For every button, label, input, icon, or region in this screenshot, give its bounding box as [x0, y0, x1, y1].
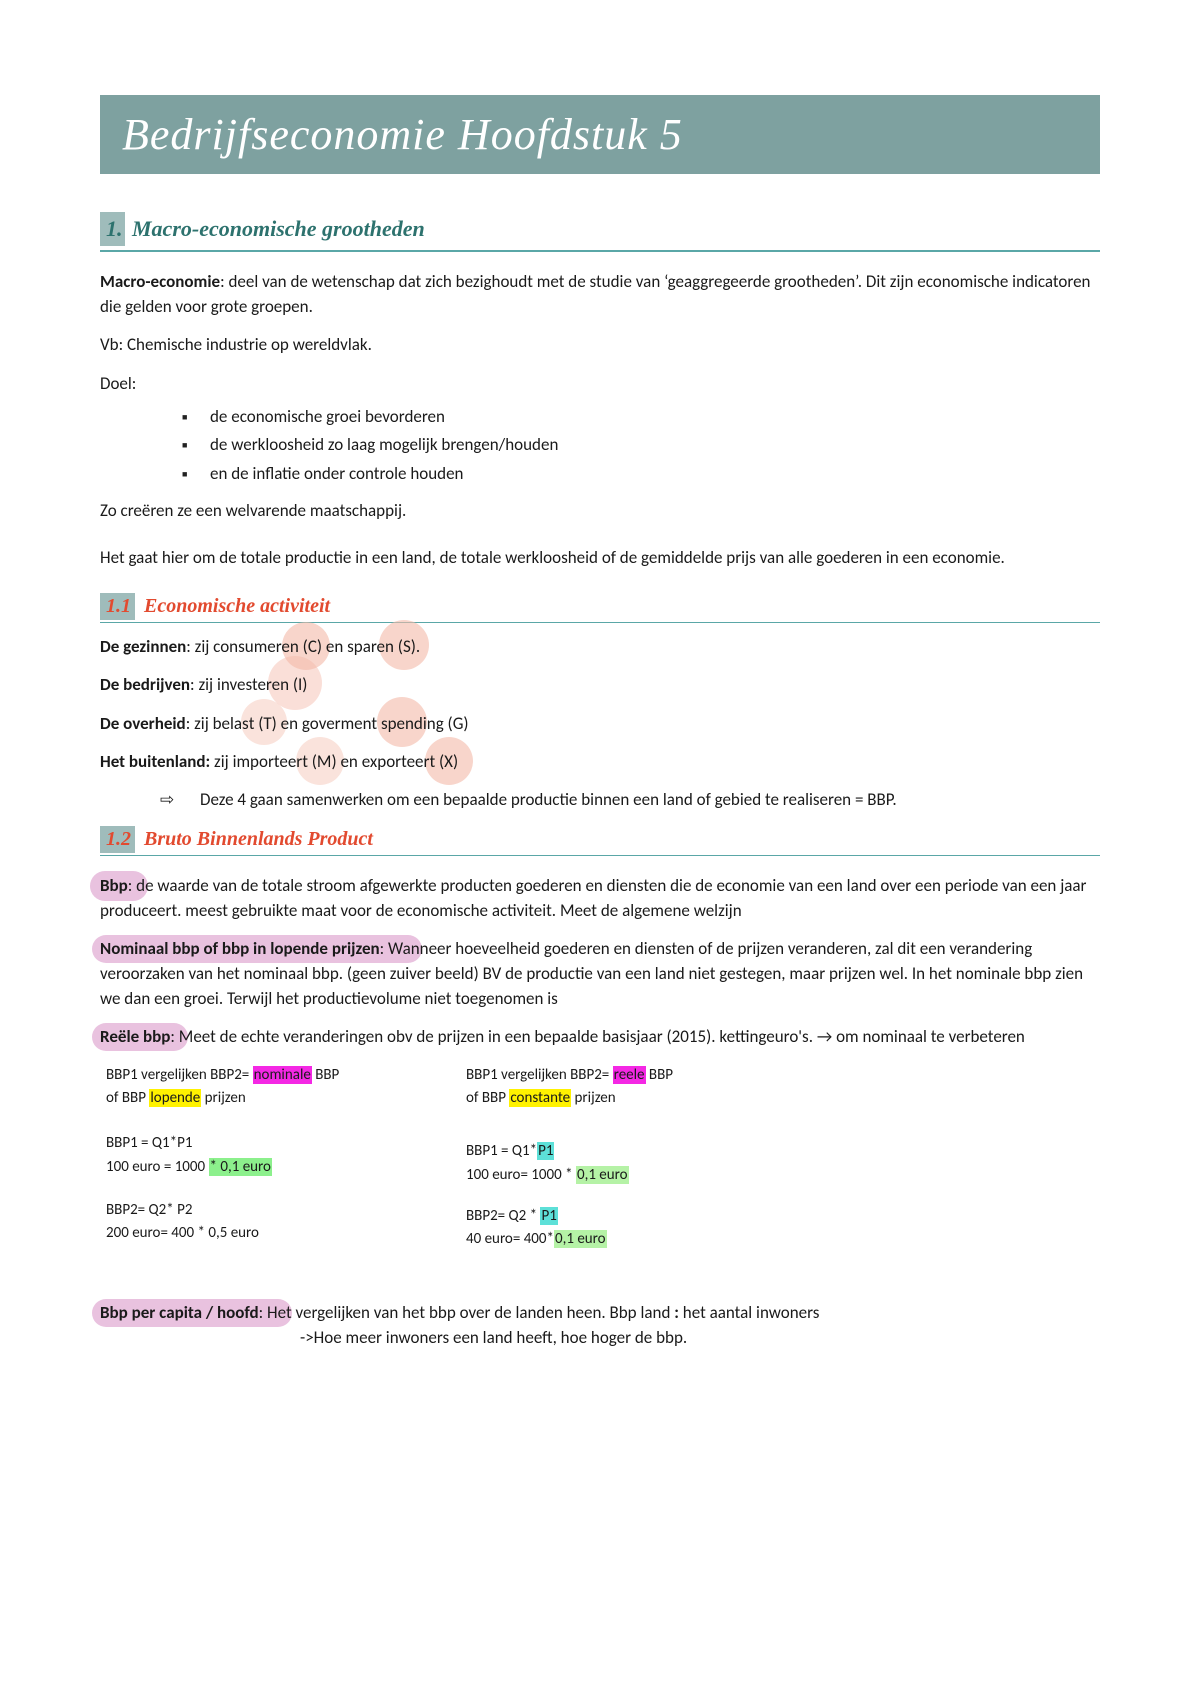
hl-lopende: lopende: [149, 1089, 201, 1107]
bbp-text: : de waarde van de totale stroom afgewer…: [100, 875, 1086, 921]
doel-after: Zo creëren ze een welvarende maatschappi…: [100, 499, 1100, 524]
nom-eq1-val: 100 euro = 1000 * 0,1 euro: [106, 1156, 406, 1179]
hl-nominale: nominale: [253, 1066, 312, 1084]
reele-compare-line1: BBP1 vergelijken BBP2= reele BBP: [466, 1064, 766, 1087]
term-buitenland: Het buitenland:: [100, 751, 210, 772]
term-gezinnen: De gezinnen: [100, 636, 186, 657]
term-reele: Reële bbp: [100, 1026, 170, 1047]
doel-item-2: de werkloosheid zo laag mogelijk brengen…: [210, 431, 1100, 460]
term-nominaal: Nominaal bbp of bbp in lopende prijzen: [100, 938, 380, 959]
arrow-conclusion: ⇨Deze 4 gaan samenwerken om een bepaalde…: [160, 789, 1100, 810]
document-page: Bedrijfseconomie Hoofdstuk 5 1. Macro-ec…: [100, 0, 1100, 1425]
formula-col-reele: BBP1 vergelijken BBP2= reele BBP of BBP …: [466, 1064, 766, 1252]
line-buitenland: Het buitenland: zij importeert (M) en ex…: [100, 750, 1100, 775]
line-overheid: De overheid: zij belast (T) en goverment…: [100, 712, 1100, 737]
term-overheid: De overheid: [100, 713, 186, 734]
formula-col-nominaal: BBP1 vergelijken BBP2= nominale BBP of B…: [106, 1064, 406, 1252]
example-line: Vb: Chemische industrie op wereldvlak.: [100, 333, 1100, 358]
line-gezinnen: De gezinnen: zij consumeren (C) en spare…: [100, 635, 1100, 660]
term-macro-economie: Macro-economie: [100, 271, 220, 292]
reele-compare-line2: of BBP constante prijzen: [466, 1087, 766, 1110]
doel-list: de economische groei bevorderen de werkl…: [100, 403, 1100, 490]
line-bedrijven: De bedrijven: zij investeren (I): [100, 673, 1100, 698]
term-bedrijven: De bedrijven: [100, 674, 190, 695]
para-nominaal: Nominaal bbp of bbp in lopende prijzen: …: [100, 937, 1100, 1011]
hl-price-2: 0,1 euro: [576, 1166, 629, 1184]
capita-text2: het aantal inwoners: [679, 1302, 819, 1323]
section-1-title: Macro-economische grootheden: [132, 216, 425, 241]
hl-price-1: * 0,1 euro: [209, 1158, 272, 1176]
nom-compare-line2: of BBP lopende prijzen: [106, 1087, 406, 1110]
term-bbp: Bbp: [100, 875, 128, 896]
reele-eq2: BBP2= Q2 * P1: [466, 1205, 766, 1228]
hl-constante: constante: [509, 1089, 571, 1107]
para-totale-productie: Het gaat hier om de totale productie in …: [100, 546, 1100, 571]
page-title-banner: Bedrijfseconomie Hoofdstuk 5: [100, 95, 1100, 174]
hl-reele: reele: [613, 1066, 646, 1084]
term-capita: Bbp per capita / hoofd: [100, 1302, 259, 1323]
reele-eq1-val: 100 euro= 1000 * 0,1 euro: [466, 1164, 766, 1187]
formula-columns: BBP1 vergelijken BBP2= nominale BBP of B…: [106, 1064, 1100, 1252]
nom-eq2: BBP2= Q2* P2: [106, 1199, 406, 1222]
section-1-number: 1.: [100, 212, 125, 246]
section-1-1-number: 1.1: [100, 593, 135, 620]
reele-eq2-val: 40 euro= 400*0,1 euro: [466, 1228, 766, 1251]
hl-p1-a: P1: [537, 1142, 554, 1160]
para-capita: Bbp per capita / hoofd: Het vergelijken …: [100, 1301, 1100, 1350]
section-1-1-title: Economische activiteit: [144, 595, 330, 617]
reele-eq1: BBP1 = Q1*P1: [466, 1140, 766, 1163]
section-1-2-header: 1.2 Bruto Binnenlands Product: [100, 824, 1100, 856]
intro-rest: : deel van de wetenschap dat zich bezigh…: [100, 271, 1090, 317]
capita-text: : Het vergelijken van het bbp over de la…: [259, 1302, 675, 1323]
doel-item-3: en de inflatie onder controle houden: [210, 460, 1100, 489]
para-bbp: Bbp: de waarde van de totale stroom afge…: [100, 874, 1100, 923]
nom-compare-line1: BBP1 vergelijken BBP2= nominale BBP: [106, 1064, 406, 1087]
hl-price-3: 0,1 euro: [554, 1230, 607, 1248]
section-1-1-header: 1.1 Economische activiteit: [100, 591, 1100, 623]
nom-eq2-val: 200 euro= 400 * 0,5 euro: [106, 1222, 406, 1245]
nom-eq1: BBP1 = Q1*P1: [106, 1132, 406, 1155]
reele-text: : Meet de echte veranderingen obv de pri…: [170, 1026, 1024, 1047]
section-1-2-title: Bruto Binnenlands Product: [144, 828, 373, 850]
hl-p1-b: P1: [540, 1207, 557, 1225]
doel-label: Doel:: [100, 372, 1100, 397]
capita-sub: ->Hoe meer inwoners een land heeft, hoe …: [300, 1327, 687, 1348]
intro-paragraph: Macro-economie: deel van de wetenschap d…: [100, 270, 1100, 319]
doel-item-1: de economische groei bevorderen: [210, 403, 1100, 432]
arrow-text: Deze 4 gaan samenwerken om een bepaalde …: [200, 789, 897, 810]
para-reele: Reële bbp: Meet de echte veranderingen o…: [100, 1025, 1100, 1050]
section-1-header: 1. Macro-economische grootheden: [100, 208, 1100, 252]
section-1-2-number: 1.2: [100, 826, 135, 853]
arrow-icon: ⇨: [160, 789, 200, 810]
